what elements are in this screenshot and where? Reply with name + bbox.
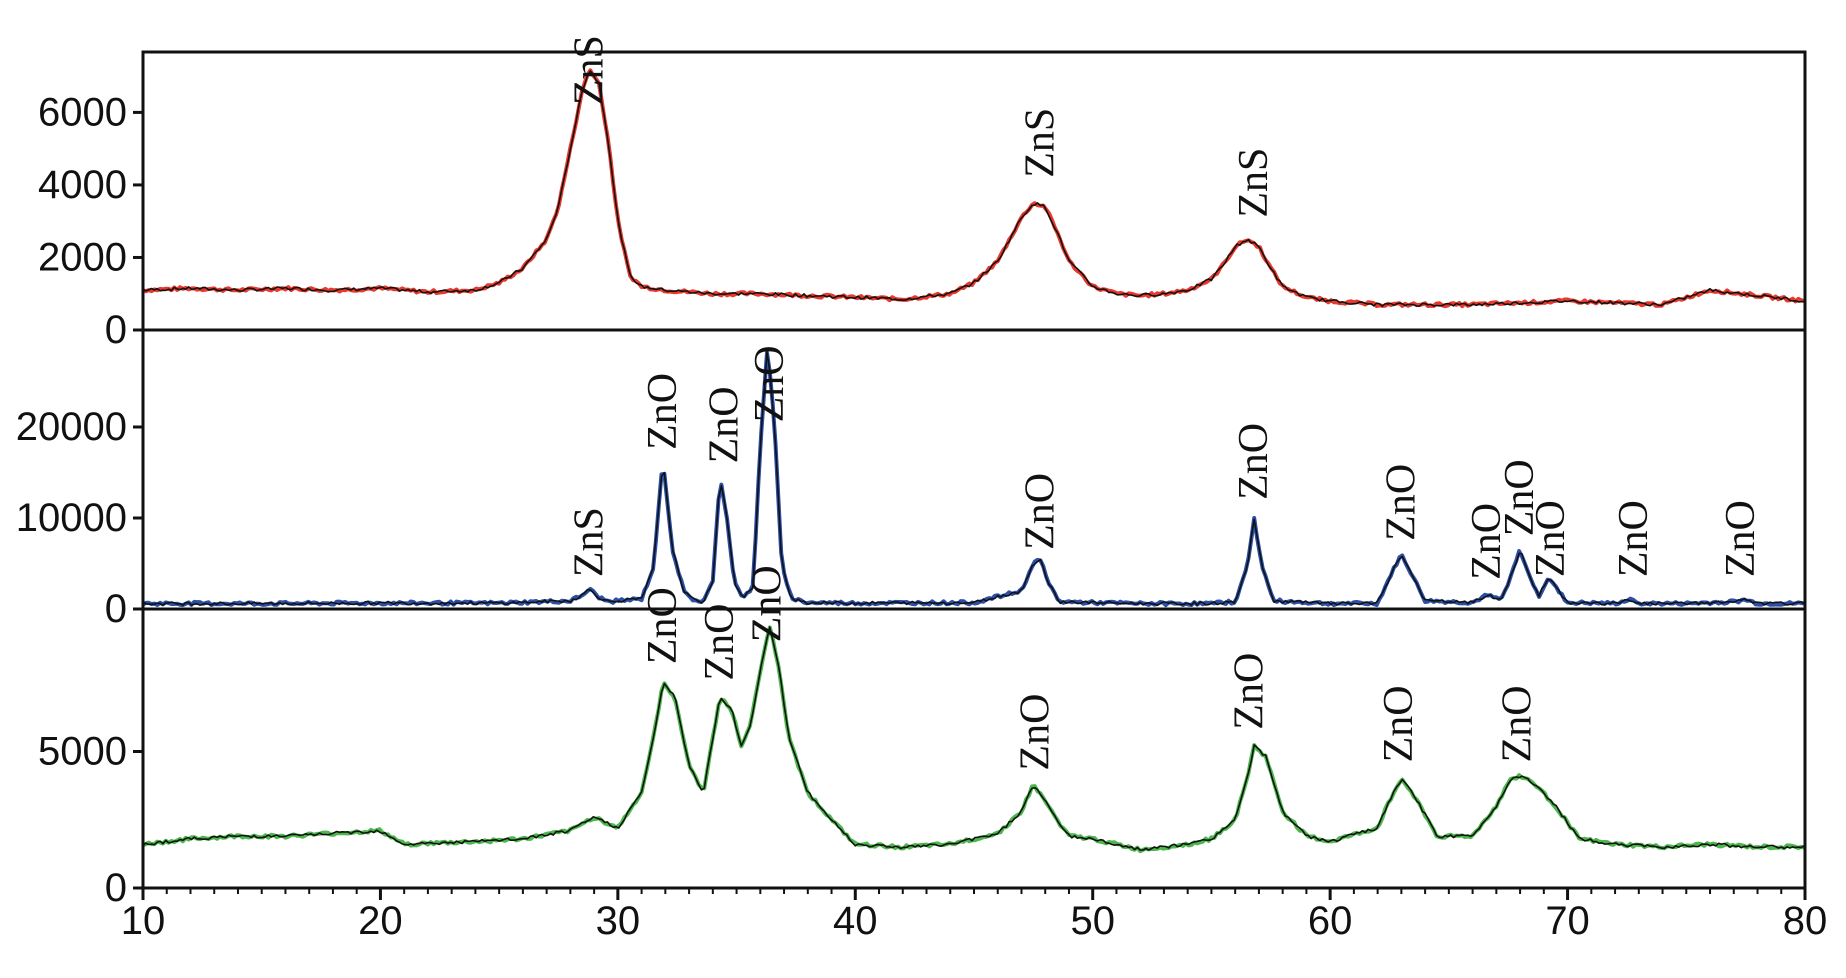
panel-3-peak-label-2: ZnO [697, 604, 743, 681]
panel-1-y-tick-label-2000: 2000 [38, 235, 127, 279]
panel-3-series-1-overlay-line [142, 626, 1805, 851]
panel-3-peak-label-6: ZnO [1376, 685, 1422, 762]
panel-3-peak-label-7: ZnO [1495, 685, 1541, 762]
panel-3-y-tick-label-5000: 5000 [38, 730, 127, 774]
panel-1-y-tick-label-4000: 4000 [38, 163, 127, 207]
x-tick-label-50: 50 [1070, 899, 1115, 943]
panel-3-peak-label-3: ZnO [744, 565, 790, 642]
x-tick-label-80: 80 [1783, 899, 1828, 943]
panel-1-series-1-line [142, 68, 1805, 309]
panel-2-peak-label-1: ZnS [566, 507, 612, 577]
panel-2-peak-label-6: ZnO [1231, 423, 1277, 500]
panel-1-y-tick-label-0: 0 [105, 308, 127, 352]
panel-2-peak-label-5: ZnO [1017, 473, 1063, 550]
panel-2-y-tick-label-10000: 10000 [16, 496, 127, 540]
x-tick-label-20: 20 [358, 899, 403, 943]
x-tick-label-70: 70 [1545, 899, 1590, 943]
panel-3-series-1-line [142, 625, 1805, 854]
panel-2-peak-label-8: ZnO [1464, 503, 1510, 580]
panel-1-peak-label-1: ZnS [566, 35, 612, 105]
x-tick-label-40: 40 [833, 899, 878, 943]
panel-3-peak-label-5: ZnO [1226, 653, 1272, 730]
panel-1-y-tick-label-6000: 6000 [38, 90, 127, 134]
panel-2-y-tick-label-0: 0 [105, 587, 127, 631]
panel-3-peak-label-4: ZnO [1013, 694, 1059, 771]
panel-3-peak-label-1: ZnO [640, 587, 686, 664]
panel-2-peak-label-10: ZnO [1528, 500, 1574, 577]
panel-1-peak-label-3: ZnS [1231, 148, 1277, 218]
x-tick-label-10: 10 [121, 899, 166, 943]
panel-2-peak-label-11: ZnO [1611, 500, 1657, 577]
panel-2-peak-label-12: ZnO [1718, 500, 1764, 577]
panel-1-series-1-overlay-line [142, 70, 1805, 307]
panel-3-y-tick-label-0: 0 [105, 866, 127, 910]
panel-2-peak-label-2: ZnO [640, 373, 686, 450]
panel-1-peak-label-2: ZnS [1017, 108, 1063, 178]
panel-2-peak-label-4: ZnO [747, 345, 793, 422]
x-tick-label-30: 30 [596, 899, 641, 943]
panel-2-series-1-overlay-line [142, 351, 1805, 606]
panel-2-peak-label-7: ZnO [1378, 464, 1424, 541]
panel-2-peak-label-3: ZnO [702, 386, 748, 463]
x-tick-label-60: 60 [1308, 899, 1353, 943]
panel-2-peak-label-9: ZnO [1497, 459, 1543, 536]
panel-3-frame [141, 607, 1807, 890]
panel-2-y-tick-label-20000: 20000 [16, 405, 127, 449]
